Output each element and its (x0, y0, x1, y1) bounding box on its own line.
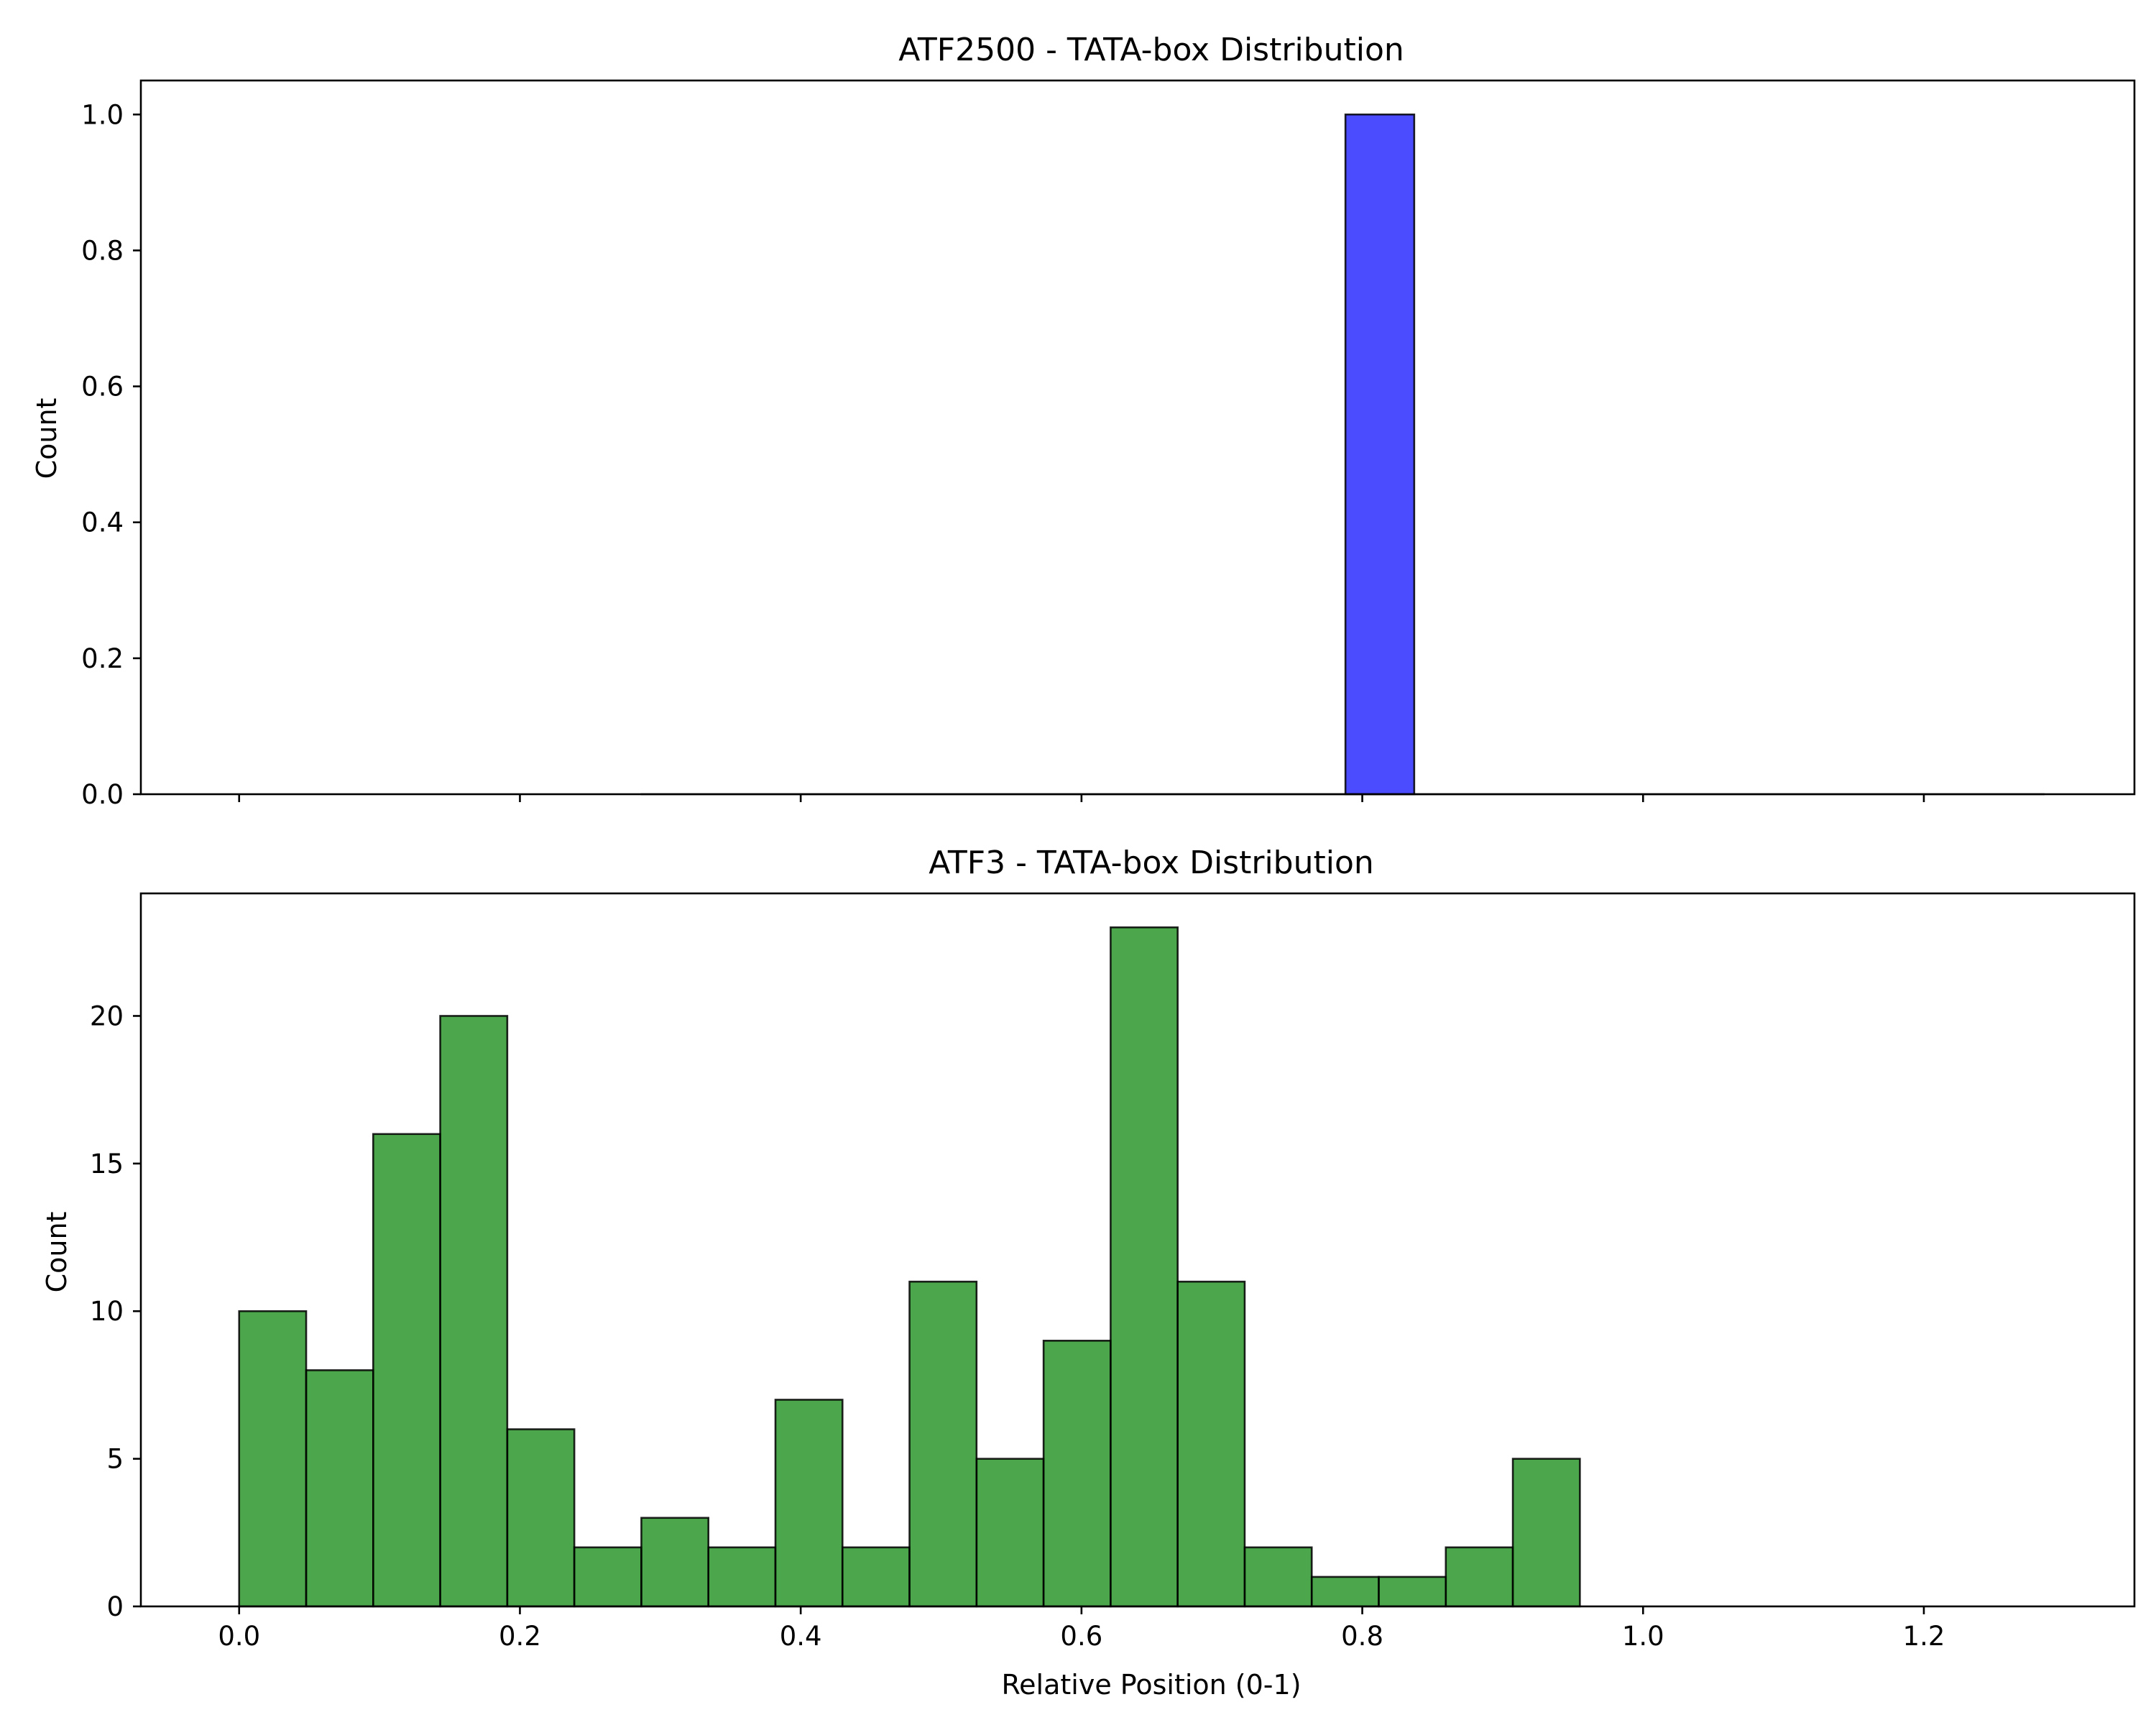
atf3-x-tick-label-4: 0.8 (1341, 1621, 1383, 1652)
atf3-bar-12 (1042, 1340, 1112, 1608)
atf3-bar-17 (1378, 1576, 1447, 1608)
atf2500-axes-frame (139, 79, 2136, 796)
atf2500-y-tick-label-4: 0.8 (81, 235, 124, 266)
atf3-bar-3 (439, 1015, 509, 1608)
atf3-bar-5 (573, 1546, 642, 1608)
atf3-x-tick-label-5: 1.0 (1622, 1621, 1664, 1652)
atf3-y-tick-label-2: 10 (90, 1296, 124, 1327)
atf3-y-tick-label-0: 0 (106, 1591, 124, 1622)
atf3-bar-7 (707, 1546, 777, 1608)
atf3-bar-16 (1310, 1576, 1380, 1608)
atf3-bar-0 (238, 1310, 308, 1608)
atf3-axes-frame (139, 892, 2136, 1608)
atf3-bar-6 (640, 1517, 710, 1608)
atf2500-y-tick-label-5: 1.0 (81, 99, 124, 130)
atf3-x-tick-label-0: 0.0 (218, 1621, 260, 1652)
atf3-y-tick-label-1: 5 (106, 1444, 124, 1475)
atf3-bar-4 (506, 1428, 576, 1608)
atf3-x-tick-label-3: 0.6 (1060, 1621, 1102, 1652)
atf3-bar-15 (1243, 1546, 1313, 1608)
atf3-ylabel: Count (41, 1212, 73, 1293)
atf3-bar-11 (975, 1458, 1045, 1608)
atf3-y-tick-label-3: 15 (90, 1149, 124, 1179)
atf3-bar-14 (1176, 1280, 1246, 1608)
atf3-panel: ATF3 - TATA-box Distribution Count Relat… (41, 845, 2136, 1701)
atf3-bar-1 (305, 1369, 374, 1608)
atf3-bar-18 (1445, 1546, 1514, 1608)
atf3-y-tick-label-4: 20 (90, 1000, 124, 1031)
atf2500-title: ATF2500 - TATA-box Distribution (898, 32, 1404, 68)
atf3-x-tick-label-1: 0.2 (499, 1621, 541, 1652)
atf2500-panel: ATF2500 - TATA-box Distribution Count 0.… (31, 32, 2136, 810)
atf3-bar-2 (372, 1133, 441, 1608)
atf3-bar-8 (774, 1399, 844, 1608)
atf3-marks: 0.0 0.2 0.4 0.6 0.8 1.0 1.2 0 5 10 15 20 (90, 892, 2136, 1652)
atf2500-y-tick-label-1: 0.2 (81, 643, 124, 674)
atf3-x-tick-label-2: 0.4 (780, 1621, 822, 1652)
atf2500-ylabel: Count (31, 398, 63, 479)
atf3-title: ATF3 - TATA-box Distribution (929, 845, 1374, 881)
atf3-bar-9 (841, 1546, 911, 1608)
atf3-bar-13 (1110, 926, 1179, 1608)
atf3-x-tick-label-6: 1.2 (1903, 1621, 1945, 1652)
atf2500-bar-0 (1344, 113, 1416, 796)
atf3-bar-10 (908, 1280, 978, 1608)
atf2500-y-tick-label-0: 0.0 (81, 779, 124, 810)
atf3-xlabel: Relative Position (0-1) (1001, 1669, 1301, 1701)
atf2500-y-tick-label-3: 0.6 (81, 372, 124, 402)
atf3-bar-19 (1511, 1458, 1581, 1608)
atf2500-y-tick-label-2: 0.4 (81, 507, 124, 538)
atf2500-marks: 0.0 0.2 0.4 0.6 0.8 1.0 (81, 79, 2136, 810)
